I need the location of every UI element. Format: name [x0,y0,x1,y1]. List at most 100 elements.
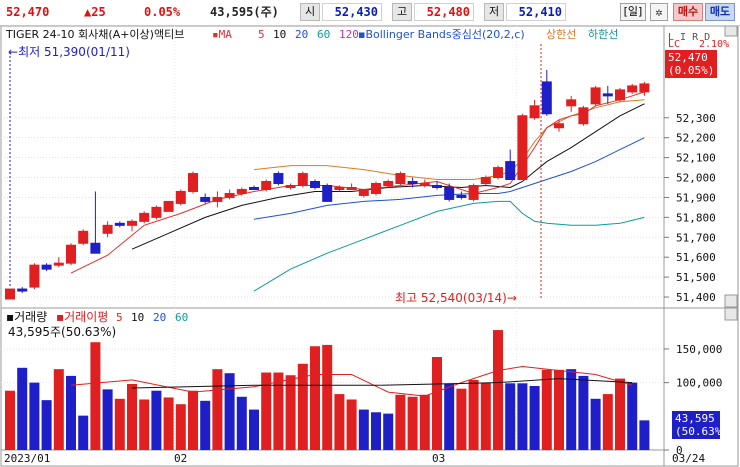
volume-bar [371,412,381,450]
price-tick-label: 51,500 [676,271,716,284]
volume-bar [590,398,601,450]
volume-avg-label: ▪거래이평 [56,310,108,324]
volume-bar [297,363,308,450]
volume-avg-line-2 [131,378,633,389]
candle-body [90,242,101,254]
volume-bar [541,369,552,450]
candle-body [17,288,28,292]
candle-body [566,99,577,107]
pane-scroll-down-button[interactable] [724,294,738,308]
current-price: 52,470 [6,5,50,19]
candle-body [590,87,601,105]
price-volume-chart[interactable]: 52,300 52,200 52,100 52,000 51,900 51,800 51,7… [0,26,740,467]
volume-total: 43,595(주) [210,5,279,19]
price-tick-label: 52,100 [676,152,716,165]
gear-icon[interactable]: ✲ [650,3,668,21]
candles [5,69,650,300]
volume-avg-period: 60 [175,311,188,324]
price-tick-label: 52,300 [676,112,716,125]
volume-bar [468,379,479,450]
candle-body [200,196,211,202]
high-label: 고 [392,3,412,21]
volume-bar [480,382,491,450]
candle-body [310,181,320,188]
volume-axis: 150,000 100,000 0 [664,343,722,457]
volume-tag [672,411,720,439]
ma10-line [131,103,645,250]
candle-body [188,173,198,192]
candle-body [517,115,528,181]
volume-bar [322,344,333,450]
legend-ma-period: 60 [317,28,330,41]
volume-bar [383,413,394,450]
candle-body [395,173,406,184]
volume-bar [273,372,284,450]
volume-bar [200,400,211,450]
price-tick-label: 51,400 [676,291,716,304]
price-tick-label: 51,700 [676,231,716,244]
axis-label-lird: L I R D [668,32,710,43]
volume-bar [566,369,577,450]
candle-body [419,182,430,186]
candle-body [578,107,589,125]
candle-body [639,83,650,93]
candle-body [163,200,174,212]
candle-body [358,188,369,196]
volume-avg-period: 20 [153,311,166,324]
volume-bar [358,409,369,450]
volume-avg-line [70,365,633,397]
volume-bar [175,404,186,450]
volume-avg-periods: 5 10 20 60 [116,311,188,324]
corner-date: 03/24 [672,452,705,465]
candle-body [78,230,89,244]
candle-body [371,182,381,194]
candle-body [66,244,76,264]
candle-body [322,184,333,202]
volume-bar [517,383,528,450]
candle-body [261,181,272,190]
candle-body [53,262,64,266]
candle-body [114,222,125,226]
candle-body [212,196,223,202]
high-value: 52,480 [414,3,474,21]
price-tick-label: 51,900 [676,191,716,204]
volume-tick-label: 150,000 [676,343,722,356]
volume-tag-value: 43,595 [675,412,715,425]
candle-body [444,186,455,200]
volume-bars [5,330,650,450]
volume-bar [285,375,296,450]
volume-bar [249,409,259,450]
current-pct-tag: (0.05%) [668,64,714,77]
volume-bar [419,394,430,450]
high-annotation: 최고 52,540(03/14)→ [395,291,517,305]
lc-value: 2.10% [699,39,729,50]
low-label: 저 [484,3,504,21]
period-select[interactable]: [일] [620,3,646,21]
candle-body [383,181,394,186]
legend-ma-period: 5 [258,28,265,41]
volume-bar [29,382,40,450]
buy-button[interactable]: 매수 [673,3,703,21]
volume-bar [102,389,113,450]
candle-body [468,184,479,200]
volume-bar [578,375,589,450]
volume-bar [627,382,638,450]
candle-body [334,186,345,190]
scroll-up-button[interactable] [724,26,738,37]
candle-body [5,288,15,300]
volume-bar [212,369,223,450]
sell-button[interactable]: 매도 [705,3,735,21]
volume-bar [53,369,64,450]
volume-bar [188,390,198,450]
volume-bar [334,394,345,450]
legend-ma-periods: 5 10 20 60 120 [258,28,359,41]
volume-bar [346,399,357,450]
pane-scroll-up-button[interactable] [724,307,738,321]
volume-bar [407,396,418,450]
low-value: 52,410 [506,3,566,21]
volume-bar [17,367,28,450]
volume-bar [505,383,516,450]
open-label: 시 [300,3,320,21]
volume-bar [493,330,503,450]
